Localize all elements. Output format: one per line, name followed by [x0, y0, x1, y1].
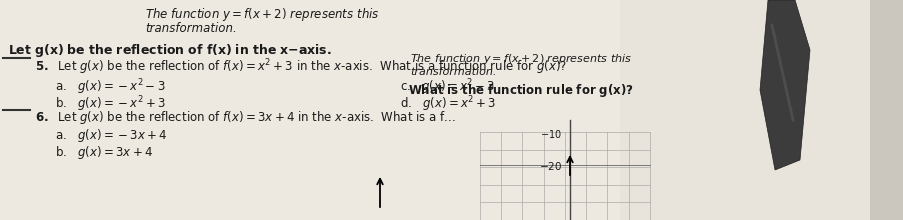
Text: $\bf{5.}$  Let $g(x)$ be the reflection of $f(x) = x^2 + 3$ in the $x$-axis.  Wh: $\bf{5.}$ Let $g(x)$ be the reflection o… — [35, 57, 567, 77]
Text: $-20$: $-20$ — [538, 160, 562, 172]
Text: transformation.: transformation. — [410, 67, 496, 77]
Text: a.   $g(x) = -x^2 - 3$: a. $g(x) = -x^2 - 3$ — [55, 77, 165, 97]
Text: $\bf{6.}$  Let $g(x)$ be the reflection of $f(x) = 3x + 4$ in the $x$-axis.  Wha: $\bf{6.}$ Let $g(x)$ be the reflection o… — [35, 109, 455, 126]
Text: $\bf{What\ is\ the\ function\ rule\ for\ g(x)?}$: $\bf{What\ is\ the\ function\ rule\ for\… — [407, 82, 633, 99]
Text: a.   $g(x) = -3x + 4$: a. $g(x) = -3x + 4$ — [55, 127, 167, 144]
Text: $-10$: $-10$ — [539, 128, 562, 140]
Text: The function $y = f(x+ 2)$ represents this: The function $y = f(x+ 2)$ represents th… — [410, 52, 631, 66]
Text: c.   $g(x) = x^2 - 3$: c. $g(x) = x^2 - 3$ — [399, 77, 495, 97]
Text: $\bf{Let\ g(x)\ be\ the\ reflection\ of\ f(x)\ in\ the\ }$$\it{\bf{x}}$$\bf{-axi: $\bf{Let\ g(x)\ be\ the\ reflection\ of\… — [8, 42, 331, 59]
Text: b.   $g(x) = 3x + 4$: b. $g(x) = 3x + 4$ — [55, 144, 153, 161]
Text: transformation.: transformation. — [144, 22, 237, 35]
Polygon shape — [619, 0, 903, 220]
Polygon shape — [0, 0, 619, 220]
Text: The function $y = f(x + 2)$ represents this: The function $y = f(x + 2)$ represents t… — [144, 6, 379, 23]
Text: d.   $g(x) = x^2 + 3$: d. $g(x) = x^2 + 3$ — [399, 94, 496, 114]
Text: b.   $g(x) = -x^2 + 3$: b. $g(x) = -x^2 + 3$ — [55, 94, 165, 114]
Polygon shape — [869, 0, 903, 220]
Polygon shape — [759, 0, 809, 170]
